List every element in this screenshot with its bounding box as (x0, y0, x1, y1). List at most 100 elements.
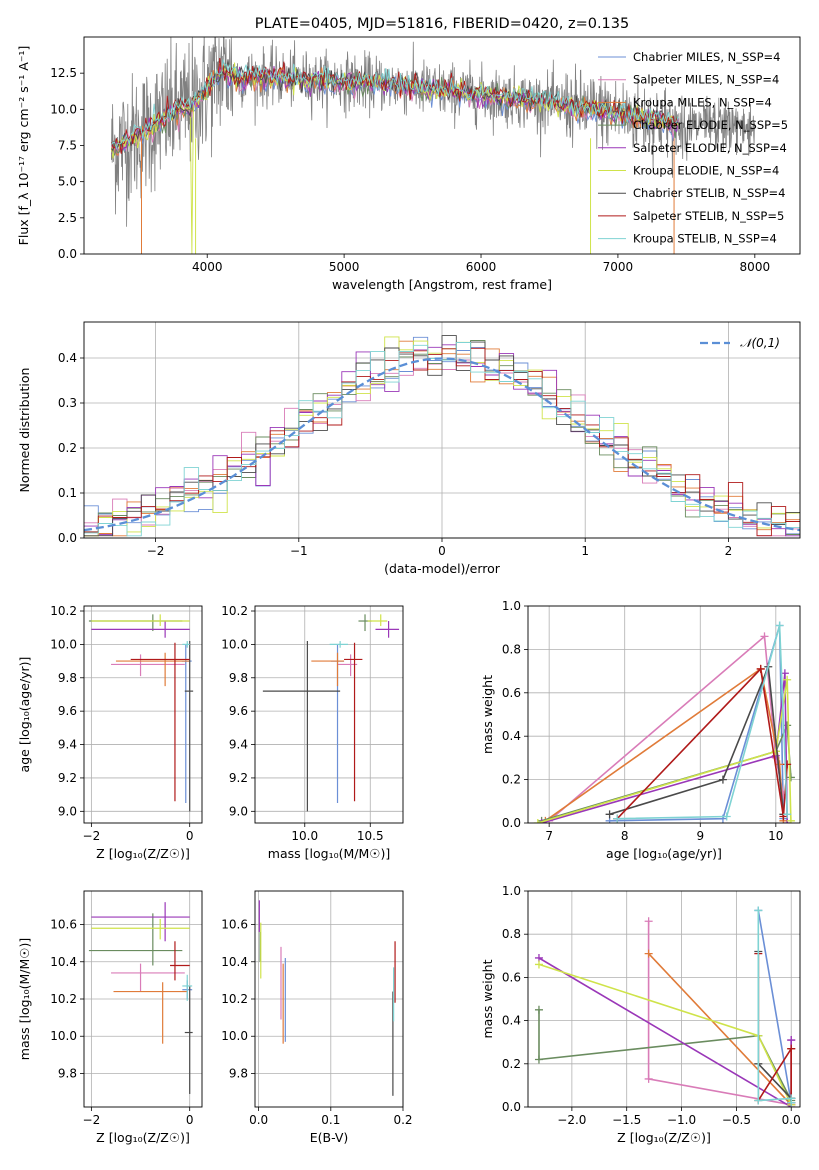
y-axis-label: mass weight (480, 959, 495, 1038)
y-tick-label: 10.6 (50, 918, 77, 932)
weight-marker (534, 960, 543, 969)
legend-entry: Kroupa MILES, N_SSP=4 (633, 95, 772, 109)
plot-area (88, 614, 194, 812)
y-tick-label: 0.2 (58, 441, 77, 455)
plot-area (534, 906, 796, 1107)
weight-marker (613, 814, 622, 823)
x-axis-label: age [log₁₀(age/yr)] (606, 846, 722, 861)
x-tick-label: 10.0 (291, 829, 318, 843)
axes-frame (527, 605, 801, 824)
x-axis-label: Z [log₁₀(Z/Z☉)] (617, 1130, 711, 1145)
y-tick-label: 0.6 (502, 686, 521, 700)
weight-marker (787, 1044, 796, 1053)
weight-marker (722, 812, 731, 821)
plot-area (258, 900, 396, 1096)
weight-marker (787, 1098, 796, 1107)
panel-age-vs-Z: −2 0 9.0 9.2 9.4 9.6 9.8 10.0 10.2 Z [log₁₀(Z/Z☉)… (17, 604, 203, 861)
y-tick-label: 10.0 (50, 1029, 77, 1043)
panel-spectrum: 4000 5000 6000 7000 8000 0.0 2.5 5.0 7.5 10.0 12.5… (16, 16, 801, 292)
legend: Chabrier MILES, N_SSP=4 Salpeter MILES, N… (598, 50, 788, 246)
y-tick-label: 10.0 (50, 637, 77, 651)
plot-area (110, 37, 755, 254)
y-tick-label: 9.8 (58, 1066, 77, 1080)
y-axis-label: Normed distribution (17, 368, 32, 493)
y-tick-label: 0.2 (502, 773, 521, 787)
y-tick-label: 5.0 (58, 175, 77, 189)
y-tick-label: 0.6 (502, 970, 521, 984)
x-tick-label: −2 (83, 1113, 101, 1127)
legend-entry: Chabrier MILES, N_SSP=4 (633, 50, 780, 64)
y-tick-label: 0.0 (58, 531, 77, 545)
panel-mass-vs-Z: −2 0 9.8 10.0 10.2 10.4 10.6 Z [log₁₀(Z/Z☉)] mas… (17, 890, 203, 1145)
x-tick-label: 0.1 (321, 1113, 340, 1127)
x-tick-label: −2.0 (557, 1113, 586, 1127)
legend-entry: Salpeter ELODIE, N_SSP=4 (633, 141, 787, 155)
y-tick-label: 9.2 (229, 771, 248, 785)
x-tick-label: 8000 (740, 260, 771, 274)
residual-histogram (84, 335, 800, 537)
x-axis-label: E(B-V) (310, 1130, 349, 1145)
weight-marker (533, 819, 542, 823)
x-tick-label: −0.5 (722, 1113, 751, 1127)
weight-marker (718, 775, 727, 784)
x-axis-label: (data-model)/error (384, 561, 501, 576)
x-axis-label: mass [log₁₀(M/M☉)] (268, 846, 390, 861)
x-tick-label: 0 (186, 1113, 194, 1127)
weight-marker (783, 675, 792, 684)
weight-marker (534, 1005, 543, 1014)
y-tick-label: 10.4 (221, 955, 248, 969)
x-tick-label: −2 (147, 544, 165, 558)
x-tick-label: 6000 (466, 260, 497, 274)
y-tick-label: 10.0 (221, 637, 248, 651)
weight-marker (775, 621, 784, 630)
plot-area (262, 614, 400, 812)
legend-entry: Chabrier ELODIE, N_SSP=5 (633, 118, 788, 132)
axes-frame (83, 321, 801, 539)
y-tick-label: 0.1 (58, 486, 77, 500)
legend-entry: Kroupa STELIB, N_SSP=4 (633, 232, 777, 246)
x-tick-label: 0.2 (393, 1113, 412, 1127)
x-tick-label: 0.0 (782, 1113, 801, 1127)
weight-line (617, 625, 788, 820)
x-tick-label: −2 (83, 829, 101, 843)
y-tick-label: 0.2 (502, 1057, 521, 1071)
y-tick-label: 0.0 (58, 247, 77, 261)
y-axis-label: Flux [f_λ 10⁻¹⁷ erg cm⁻² s⁻¹ A⁻¹] (16, 46, 31, 246)
weight-marker (644, 949, 653, 958)
y-tick-label: 12.5 (50, 66, 77, 80)
y-tick-label: 9.6 (58, 704, 77, 718)
panel-weight-vs-age: 7 8 9 10 0.0 0.2 0.4 0.6 0.8 1.0 age [log₁₀(age/yr… (480, 599, 801, 861)
y-tick-label: 0.3 (58, 396, 77, 410)
y-axis-label: mass [log₁₀(M/M☉)] (17, 938, 32, 1060)
y-tick-label: 9.8 (58, 671, 77, 685)
y-tick-label: 1.0 (502, 884, 521, 898)
axes-frame (254, 890, 404, 1108)
weight-marker (644, 1074, 653, 1083)
y-tick-label: 10.4 (50, 955, 77, 969)
y-tick-label: 9.0 (229, 804, 248, 818)
weight-marker (754, 906, 763, 915)
weight-line (541, 673, 788, 823)
y-tick-label: 0.0 (502, 816, 521, 830)
y-tick-label: 9.2 (58, 771, 77, 785)
panel-residuals: −2 −1 0 1 2 0.0 0.1 0.2 0.3 0.4 (data-model)/error… (17, 321, 801, 576)
axes-frame (83, 36, 801, 255)
weight-marker (787, 1036, 796, 1045)
x-tick-label: −1.5 (612, 1113, 641, 1127)
x-tick-label: 0.0 (249, 1113, 268, 1127)
chart-title: PLATE=0405, MJD=51816, FIBERID=0420, z=0… (255, 16, 629, 32)
y-tick-label: 10.2 (50, 992, 77, 1006)
y-axis-label: age [log₁₀(age/yr)] (17, 657, 32, 773)
weight-marker (783, 810, 792, 819)
legend-entry: Chabrier STELIB, N_SSP=4 (633, 186, 785, 200)
weight-marker (605, 810, 614, 819)
y-tick-label: 9.8 (229, 1066, 248, 1080)
x-tick-label: 5000 (329, 260, 360, 274)
y-tick-label: 2.5 (58, 211, 77, 225)
weight-line (616, 667, 788, 820)
panel-age-vs-mass: 10.0 10.5 9.0 9.2 9.4 9.6 9.8 10.0 10.2 mass [log… (221, 604, 404, 861)
plot-area (84, 335, 800, 537)
weight-marker (786, 816, 795, 823)
weight-line (537, 679, 792, 823)
